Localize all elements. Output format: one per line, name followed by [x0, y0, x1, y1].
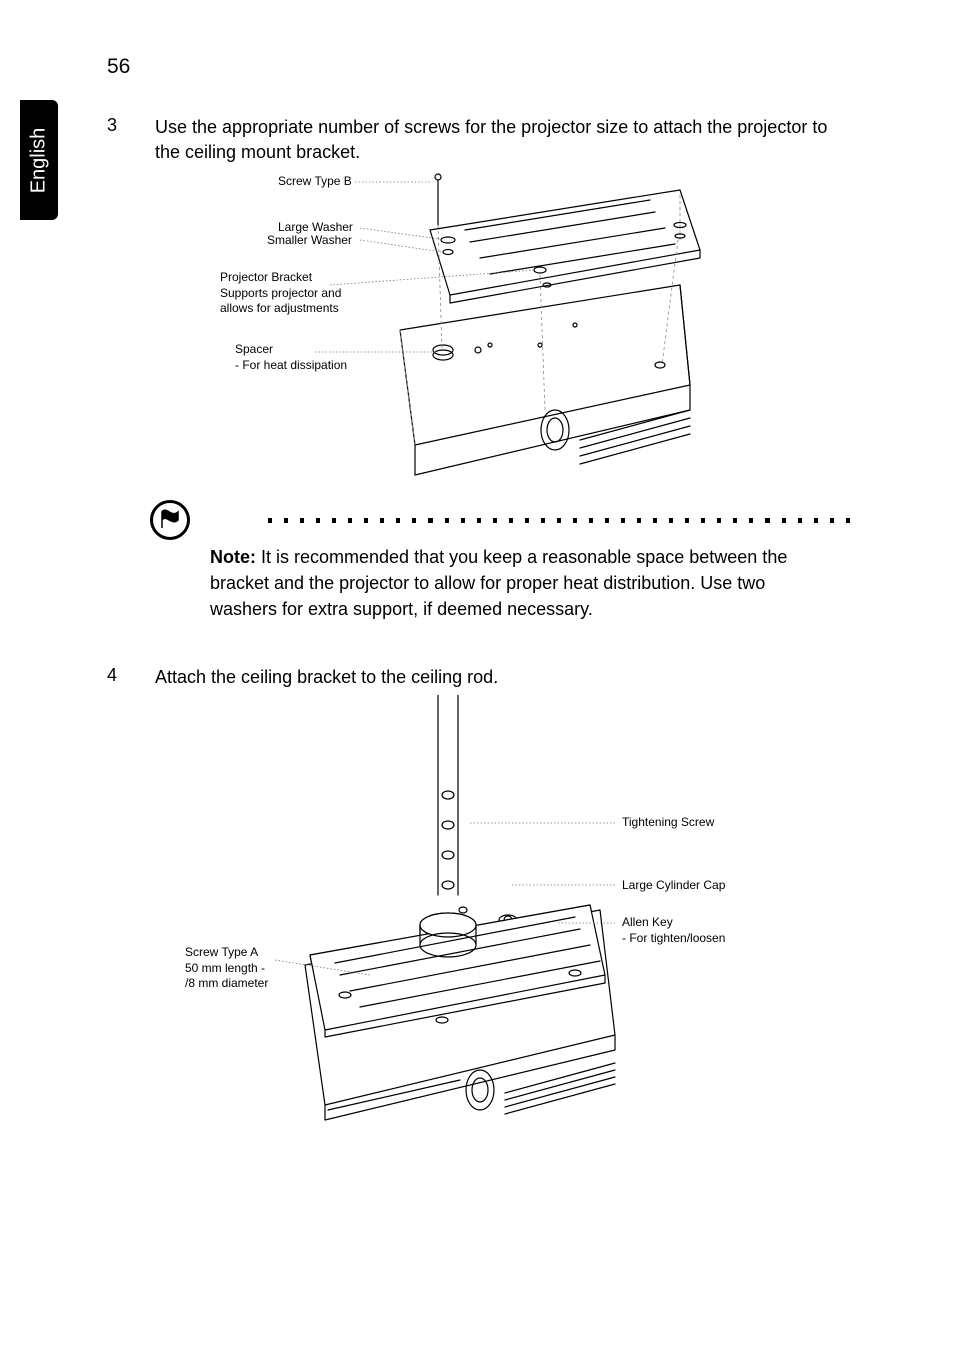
note-text: Note: It is recommended that you keep a …: [210, 544, 830, 622]
diagram-ceiling-rod: Tightening Screw Large Cylinder Cap Alle…: [160, 695, 780, 1125]
label-screw-a-l2: /8 mm diameter: [185, 976, 268, 990]
label-bracket-title: Projector Bracket: [220, 270, 312, 284]
note-block: Note: It is recommended that you keep a …: [150, 500, 850, 622]
label-allen-title: Allen Key: [622, 915, 673, 929]
label-allen-l1: - For tighten/loosen: [622, 931, 725, 945]
step-4-number: 4: [107, 665, 127, 686]
step-3-number: 3: [107, 115, 127, 136]
step-4: 4 Attach the ceiling bracket to the ceil…: [107, 665, 498, 690]
page-number: 56: [107, 55, 130, 79]
note-icon: [150, 500, 190, 540]
label-spacer-l1: - For heat dissipation: [235, 358, 347, 372]
label-bracket-l2: allows for adjustments: [220, 301, 339, 315]
label-screw-type-b: Screw Type B: [278, 174, 352, 190]
note-label: Note:: [210, 547, 256, 567]
label-spacer: Spacer - For heat dissipation: [235, 342, 347, 373]
step-3: 3 Use the appropriate number of screws f…: [107, 115, 855, 165]
step-3-text: Use the appropriate number of screws for…: [155, 115, 855, 165]
label-spacer-title: Spacer: [235, 342, 273, 356]
label-smaller-washer: Smaller Washer: [267, 233, 352, 249]
note-separator-dots: [208, 500, 850, 540]
label-allen-key: Allen Key - For tighten/loosen: [622, 915, 725, 946]
language-tab-label: English: [28, 127, 51, 193]
label-tightening-screw: Tightening Screw: [622, 815, 714, 831]
note-body: It is recommended that you keep a reason…: [210, 547, 787, 619]
label-large-cylinder-cap: Large Cylinder Cap: [622, 878, 725, 894]
label-screw-a-title: Screw Type A: [185, 945, 258, 959]
label-screw-a-l1: 50 mm length -: [185, 961, 265, 975]
label-bracket-l1: Supports projector and: [220, 286, 341, 300]
language-tab: English: [20, 100, 58, 220]
diagram-ceiling-mount-bracket: Screw Type B Large Washer Smaller Washer…: [180, 170, 760, 490]
label-projector-bracket: Projector Bracket Supports projector and…: [220, 270, 341, 317]
label-screw-type-a: Screw Type A 50 mm length - /8 mm diamet…: [185, 945, 268, 992]
step-4-text: Attach the ceiling bracket to the ceilin…: [155, 665, 498, 690]
